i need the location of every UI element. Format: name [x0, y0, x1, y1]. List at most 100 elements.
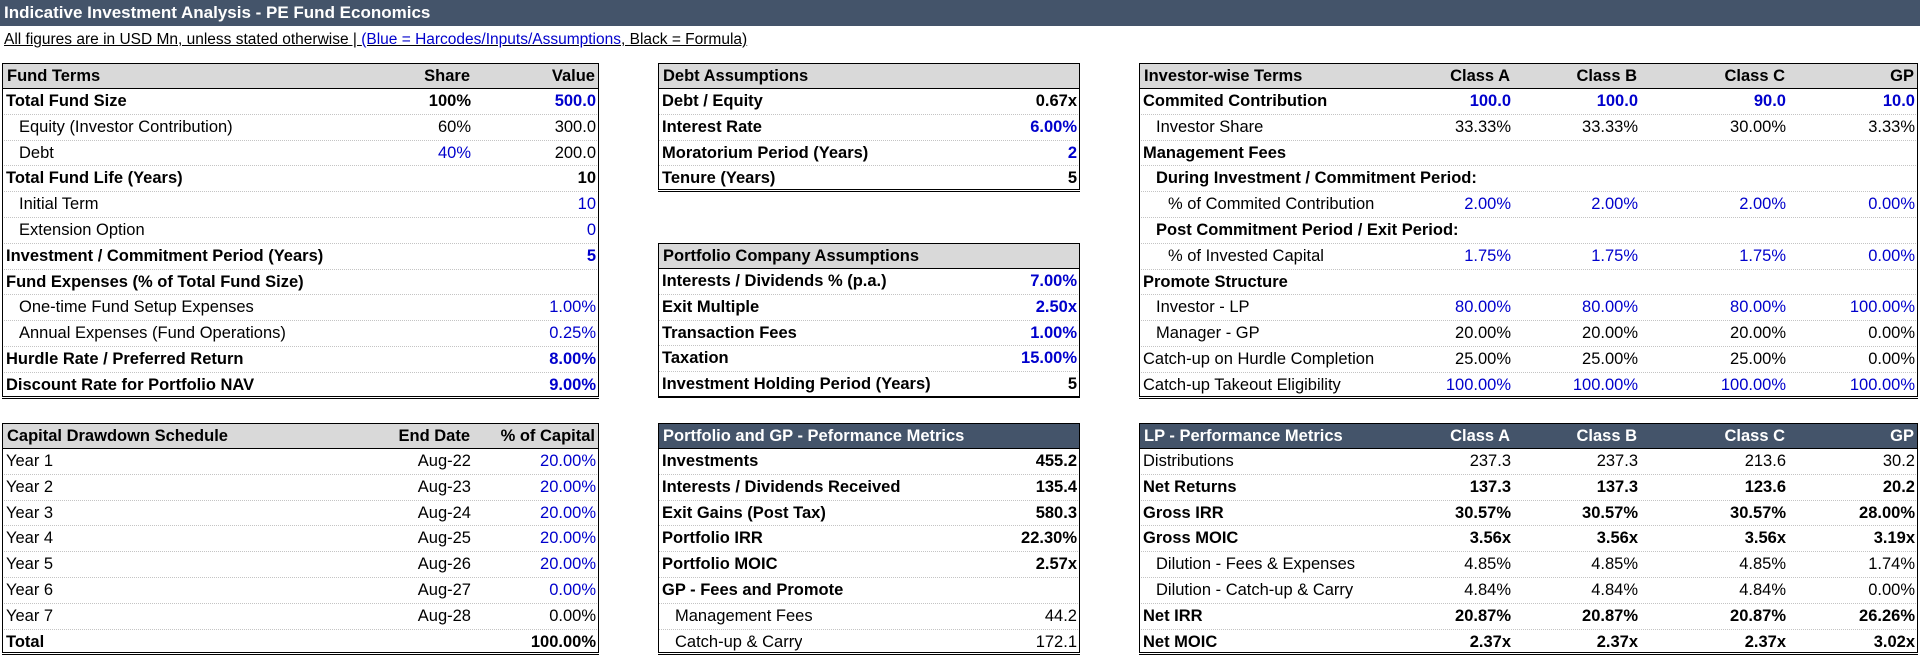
fund-terms-row: Initial Term 10 — [2, 192, 599, 218]
fund-terms-row: Discount Rate for Portfolio NAV 9.00% — [2, 373, 599, 399]
investor-term-class-a — [1401, 270, 1511, 295]
investor-term-gp — [1805, 166, 1915, 191]
lp-metric-label: Gross MOIC — [1143, 529, 1239, 548]
lp-metric-class-b: 4.85% — [1591, 555, 1638, 574]
investor-term-class-b — [1528, 166, 1638, 191]
debt-assumption-label: Interest Rate — [662, 117, 762, 136]
gp-metrics-table: Portfolio and GP - Peformance Metrics In… — [658, 423, 1080, 655]
drawdown-row: Total 100.00% — [2, 630, 599, 655]
lp-metric-gp: 0.00% — [1868, 581, 1915, 599]
lp-metric-row: Net MOIC 2.37x 2.37x 2.37x 3.02x — [1139, 630, 1918, 655]
lp-metric-label: Distributions — [1143, 452, 1234, 470]
investor-term-gp: 0.00% — [1868, 195, 1915, 214]
lp-metric-class-b: 3.56x — [1596, 529, 1638, 548]
fund-terms-row: Annual Expenses (Fund Operations) 0.25% — [2, 321, 599, 347]
investor-term-class-c: 20.00% — [1730, 324, 1786, 343]
lp-metric-class-a: 4.84% — [1464, 581, 1511, 599]
drawdown-pct: 0.00% — [549, 606, 596, 625]
fund-terms-row: Debt 40% 200.0 — [2, 141, 599, 167]
lp-metric-class-a: 30.57% — [1455, 503, 1511, 522]
debt-assumption-label: Moratorium Period (Years) — [662, 143, 869, 162]
lp-metric-gp: 26.26% — [1859, 606, 1915, 625]
drawdown-row: Year 5 Aug-26 20.00% — [2, 552, 599, 578]
fund-terms-table: Fund Terms Share Value Total Fund Size 10… — [2, 63, 599, 399]
gp-metric-value: 22.30% — [1021, 529, 1077, 548]
investor-term-class-a: 25.00% — [1455, 350, 1511, 368]
lp-metrics-title: LP - Performance Metrics — [1144, 427, 1343, 445]
portfolio-assumption-label: Transaction Fees — [662, 323, 797, 342]
gp-metric-label: Interests / Dividends Received — [662, 477, 901, 496]
investor-term-label: Promote Structure — [1143, 272, 1288, 291]
investor-term-class-b: 33.33% — [1582, 117, 1638, 136]
lp-metric-class-a: 3.56x — [1469, 529, 1511, 548]
gp-metric-row: Catch-up & Carry 172.1 — [658, 630, 1080, 655]
pct-capital-column-header: % of Capital — [500, 427, 595, 445]
gp-metric-value: 135.4 — [1035, 477, 1077, 496]
fund-term-label: Debt — [19, 143, 54, 162]
fund-term-share — [371, 166, 471, 191]
investor-term-row: Investor Share 33.33% 33.33% 30.00% 3.33% — [1139, 115, 1918, 141]
note-blue-legend: (Blue = Harcodes/Inputs/Assumptions — [361, 31, 621, 48]
drawdown-year: Year 2 — [6, 477, 54, 496]
lp-metric-gp: 30.2 — [1882, 452, 1915, 470]
lp-metric-row: Net IRR 20.87% 20.87% 20.87% 26.26% — [1139, 604, 1918, 630]
drawdown-end-date — [371, 630, 471, 655]
fund-term-share: 60% — [437, 117, 471, 136]
lp-class-b-column-header: Class B — [1576, 427, 1637, 445]
fund-term-value: 10 — [577, 169, 596, 188]
units-note: All figures are in USD Mn, unless stated… — [4, 29, 747, 51]
drawdown-end-date: Aug-25 — [417, 529, 471, 548]
fund-term-value: 0.25% — [549, 324, 596, 343]
drawdown-year: Year 3 — [6, 503, 54, 522]
investor-term-label: % of Commited Contribution — [1168, 195, 1375, 214]
investor-term-class-c — [1676, 218, 1786, 243]
debt-assumption-label: Debt / Equity — [662, 92, 763, 110]
debt-assumption-row: Debt / Equity 0.67x — [658, 89, 1080, 115]
class-b-column-header: Class B — [1576, 67, 1637, 85]
lp-metric-class-c: 213.6 — [1744, 452, 1786, 470]
lp-metric-class-b: 20.87% — [1582, 606, 1638, 625]
lp-metric-class-a: 237.3 — [1469, 452, 1511, 470]
investor-term-label: Investor Share — [1156, 117, 1264, 136]
gp-metric-row: Investments 455.2 — [658, 449, 1080, 475]
fund-term-value — [486, 270, 596, 295]
investor-term-row: Post Commitment Period / Exit Period: — [1139, 218, 1918, 244]
drawdown-row: Year 1 Aug-22 20.00% — [2, 449, 599, 475]
lp-metric-class-c: 30.57% — [1730, 503, 1786, 522]
investor-term-label: During Investment / Commitment Period: — [1156, 169, 1477, 188]
gp-metric-label: GP - Fees and Promote — [662, 581, 844, 599]
lp-metric-label: Net IRR — [1143, 606, 1203, 625]
investor-term-row: Catch-up Takeout Eligibility 100.00% 100.0… — [1139, 373, 1918, 399]
lp-metric-gp: 1.74% — [1868, 555, 1915, 574]
drawdown-year: Year 5 — [6, 555, 54, 574]
drawdown-row: Year 4 Aug-25 20.00% — [2, 526, 599, 553]
drawdown-end-date: Aug-26 — [417, 555, 471, 574]
portfolio-assumptions-table: Portfolio Company Assumptions Interests … — [658, 243, 1080, 398]
lp-metric-row: Distributions 237.3 237.3 213.6 30.2 — [1139, 449, 1918, 475]
fund-term-label: Equity (Investor Contribution) — [19, 117, 233, 136]
fund-term-share: 100% — [428, 92, 471, 110]
lp-metric-class-c: 123.6 — [1744, 477, 1786, 496]
fund-term-value: 300.0 — [554, 117, 596, 136]
investor-term-class-c: 100.00% — [1720, 375, 1786, 394]
gp-metric-row: Management Fees 44.2 — [658, 604, 1080, 630]
fund-term-value: 500.0 — [554, 92, 596, 110]
drawdown-row: Year 7 Aug-28 0.00% — [2, 604, 599, 630]
investor-term-gp: 0.00% — [1868, 246, 1915, 265]
investor-term-gp: 100.00% — [1849, 375, 1915, 394]
fund-term-share — [371, 295, 471, 320]
drawdown-year: Year 1 — [6, 452, 54, 470]
investor-term-row: Manager - GP 20.00% 20.00% 20.00% 0.00% — [1139, 321, 1918, 347]
fund-term-value: 10 — [577, 195, 596, 214]
investor-terms-title: Investor-wise Terms — [1144, 67, 1303, 85]
gp-metric-value: 455.2 — [1035, 452, 1077, 470]
debt-assumption-value: 0.67x — [1035, 92, 1077, 110]
fund-terms-row: One-time Fund Setup Expenses 1.00% — [2, 295, 599, 322]
investor-term-class-c: 80.00% — [1730, 298, 1786, 317]
investor-term-label: Commited Contribution — [1143, 92, 1328, 110]
lp-metric-label: Dilution - Catch-up & Carry — [1156, 581, 1354, 599]
investor-term-class-a: 80.00% — [1455, 298, 1511, 317]
fund-term-label: Initial Term — [19, 195, 99, 214]
portfolio-assumptions-header: Portfolio Company Assumptions — [658, 243, 1080, 269]
lp-metric-class-c: 20.87% — [1730, 606, 1786, 625]
